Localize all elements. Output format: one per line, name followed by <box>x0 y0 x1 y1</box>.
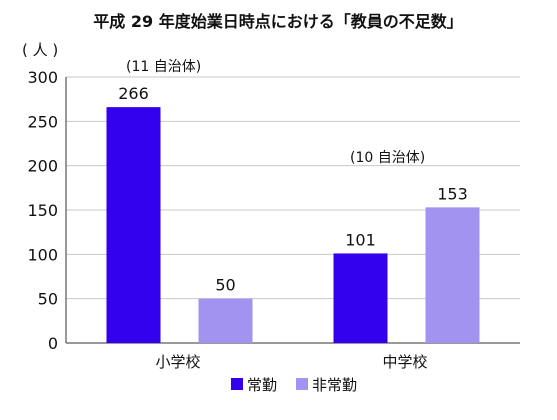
data-label: 266 <box>118 84 149 103</box>
y-tick-label: 0 <box>48 334 58 353</box>
x-tick-label: 中学校 <box>382 353 427 371</box>
data-labels: 266 50 101 153 <box>118 84 468 295</box>
legend-label: 非常勤 <box>312 376 357 394</box>
bar <box>106 107 161 343</box>
x-tick-label: 小学校 <box>155 353 200 371</box>
bars-group <box>106 107 480 343</box>
y-tick-label: 50 <box>38 290 58 309</box>
y-tick-label: 300 <box>27 68 58 87</box>
bar <box>425 207 480 343</box>
legend: 常勤 非常勤 <box>231 376 357 394</box>
data-label: 50 <box>215 276 235 295</box>
bar <box>198 298 253 343</box>
y-tick-label: 250 <box>27 112 58 131</box>
bar <box>333 253 388 343</box>
y-tick-label: 150 <box>27 201 58 220</box>
legend-label: 常勤 <box>247 376 277 394</box>
chart-title: 平成 29 年度始業日時点における「教員の不足数」 <box>93 12 462 31</box>
data-label: 101 <box>345 230 376 249</box>
y-tick-label: 100 <box>27 245 58 264</box>
data-label: 153 <box>437 184 468 203</box>
y-axis-ticks: 0 50 100 150 200 250 300 <box>27 68 58 353</box>
legend-swatch <box>296 378 308 390</box>
legend-swatch <box>231 378 243 390</box>
y-axis-unit-label: ( 人 ) <box>22 41 58 59</box>
annotation: (10 自治体) <box>350 150 425 166</box>
annotation: (11 自治体) <box>126 59 201 75</box>
y-tick-label: 200 <box>27 157 58 176</box>
